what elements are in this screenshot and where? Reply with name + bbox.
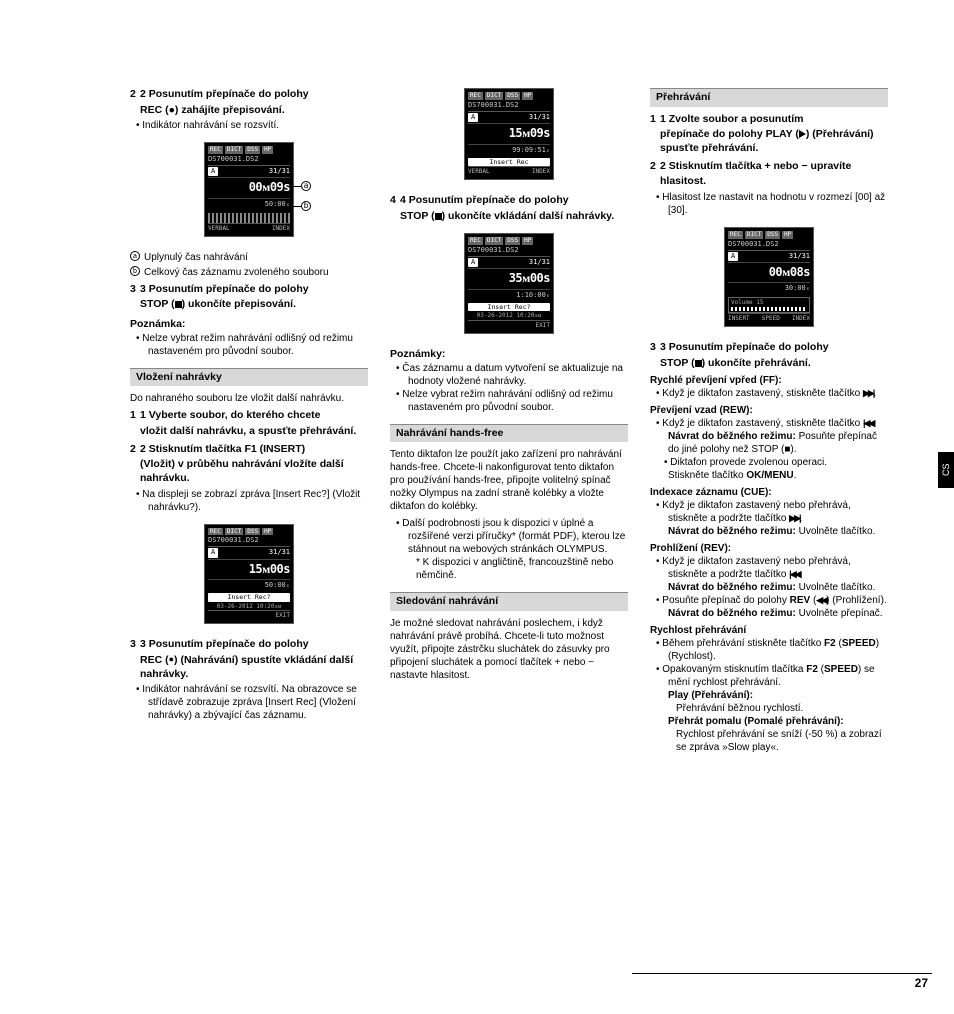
section-handsfree: Nahrávání hands-free <box>390 424 628 443</box>
speed-head: Rychlost přehrávání <box>650 624 888 637</box>
ff-icon: ▶▶| <box>789 513 799 523</box>
lcd-screen-4: RECDICTDSSHP DS700031.DS2 A31/31 35ᴍ00s … <box>464 233 554 334</box>
note-2: Nelze vybrat režim nahrávání odlišný od … <box>408 388 628 414</box>
rew-b1: Když je diktafon zastavený, stiskněte tl… <box>668 417 888 430</box>
c3-step2-sub: Hlasitost lze nastavit na hodnotu v rozm… <box>668 191 888 217</box>
step-3-heading: 33 Posunutím přepínače do polohy <box>130 283 368 297</box>
c3-step2: 22 Stisknutím tlačítka + nebo − upravíte <box>650 160 888 174</box>
speed-b1: Během přehrávání stiskněte tlačítko F2 (… <box>668 637 888 663</box>
rew-icon: |◀◀ <box>789 569 799 579</box>
cue-b1: Když je diktafon zastavený nebo přehrává… <box>668 499 888 525</box>
c3-step2-body: hlasitost. <box>660 175 888 189</box>
page-content: 22 Posunutím přepínače do polohy REC (●)… <box>130 88 890 754</box>
speed-play-body: Přehrávání běžnou rychlostí. <box>676 702 888 715</box>
lcd-screen-5: RECDICTDSSHP DS700031.DS2 A31/31 00ᴍ08s … <box>724 227 814 327</box>
sec2-star: * K dispozici v angličtině, francouzštin… <box>416 556 628 582</box>
note-label: Poznámka: <box>130 318 368 332</box>
lcd-screen-3: RECDICTDSSHP DS700031.DS2 A31/31 15ᴍ09s … <box>464 88 554 180</box>
col2-step4: 44 Posunutím přepínače do polohy <box>390 194 628 208</box>
rev-ret2: Návrat do běžného režimu: Uvolněte přepí… <box>668 607 888 620</box>
rev-head: Prohlížení (REV): <box>650 542 888 555</box>
ff-b1: Když je diktafon zastavený, stiskněte tl… <box>668 387 888 400</box>
sec1-intro: Do nahraného souboru lze vložit další na… <box>130 392 368 405</box>
c3-step3: 33 Posunutím přepínače do polohy <box>650 341 888 355</box>
play-icon <box>799 130 806 138</box>
ff-head: Rychlé převíjení vpřed (FF): <box>650 374 888 387</box>
rev-ret: Návrat do běžného režimu: Uvolněte tlačí… <box>668 581 888 594</box>
rew-ret: Návrat do běžného režimu: Posuňte přepín… <box>668 430 888 456</box>
sec1-step3: 33 Posunutím přepínače do polohy <box>130 638 368 652</box>
step-2-sub: Indikátor nahrávání se rozsvítí. <box>148 119 368 132</box>
rev-b1: Když je diktafon zastavený nebo přehrává… <box>668 555 888 581</box>
stop-icon <box>695 360 702 367</box>
sec1-step3-sub: Indikátor nahrávání se rozsvítí. Na obra… <box>148 683 368 722</box>
sec1-step3-body: REC (●) (Nahrávání) spustíte vkládání da… <box>140 654 368 681</box>
col2-step4-body: STOP () ukončíte vkládání další nahrávky… <box>400 210 628 224</box>
rec-icon: ● <box>169 654 174 664</box>
notes-label: Poznámky: <box>390 348 628 362</box>
section-vlozeni: Vložení nahrávky <box>130 368 368 387</box>
cue-ret: Návrat do běžného režimu: Uvolněte tlačí… <box>668 525 888 538</box>
sec2-b1: Další podrobnosti jsou k dispozici v úpl… <box>408 517 628 556</box>
column-3: Přehrávání 11 Zvolte soubor a posunutím … <box>650 88 888 754</box>
cue-head: Indexace záznamu (CUE): <box>650 486 888 499</box>
rew-icon: |◀◀ <box>863 418 873 428</box>
section-sledovani: Sledování nahrávání <box>390 592 628 611</box>
note-text: Nelze vybrat režim nahrávání odlišný od … <box>148 332 368 358</box>
step-3-line2: STOP () ukončíte přepisování. <box>140 298 368 312</box>
column-1: 22 Posunutím přepínače do polohy REC (●)… <box>130 88 368 754</box>
page-number: 27 <box>915 976 928 992</box>
sec2-p1: Tento diktafon lze použít jako zařízení … <box>390 448 628 513</box>
side-tab: CS <box>938 452 954 488</box>
rew-icon: ◀◀ <box>816 595 826 605</box>
rew-ret2: Stiskněte tlačítko OK/MENU. <box>668 469 888 482</box>
step-2-line1: 2 Posunutím přepínače do polohy <box>140 88 309 100</box>
legend-b: bCelkový čas záznamu zvoleného souboru <box>130 266 368 279</box>
speed-slow-body: Rychlost přehrávání se sníží (-50 %) a z… <box>676 728 888 754</box>
sec1-step2: 22 Stisknutím tlačítka F1 (INSERT) <box>130 443 368 457</box>
sec1-step1-body: vložit další nahrávku, a spusťte přehráv… <box>140 425 368 439</box>
stop-icon <box>175 301 182 308</box>
speed-play: Play (Přehrávání): <box>668 689 888 702</box>
c3-step1: 11 Zvolte soubor a posunutím <box>650 113 888 127</box>
lcd-screen-1: RECDICTDSSHP DS700031.DS2 A31/31 00ᴍ09s … <box>204 142 294 236</box>
speed-slow: Přehrát pomalu (Pomalé přehrávání): <box>668 715 888 728</box>
callout-b: b <box>301 201 311 211</box>
section-prehravani: Přehrávání <box>650 88 888 107</box>
step-2-heading: 22 Posunutím přepínače do polohy <box>130 88 368 102</box>
step-2-line2: REC (●) zahájíte přepisování. <box>140 104 368 118</box>
lcd-screen-2: RECDICTDSSHP DS700031.DS2 A31/31 15ᴍ00s … <box>204 524 294 625</box>
stop-icon <box>435 213 442 220</box>
ff-icon: ▶▶| <box>863 388 873 398</box>
speed-b2: Opakovaným stisknutím tlačítka F2 (SPEED… <box>668 663 888 689</box>
callout-a: a <box>301 181 311 191</box>
sec1-step2-body: (Vložit) v průběhu nahrávání vložíte dal… <box>140 458 368 485</box>
legend-a: aUplynulý čas nahrávání <box>130 251 368 264</box>
c3-step3-body: STOP () ukončíte přehrávání. <box>660 357 888 371</box>
rew-ret-sub: Diktafon provede zvolenou operaci. <box>676 456 888 469</box>
rev-b2: Posuňte přepínač do polohy REV (◀◀) (Pro… <box>668 594 888 607</box>
rew-head: Převíjení vzad (REW): <box>650 404 888 417</box>
sec1-step1: 11 Vyberte soubor, do kterého chcete <box>130 409 368 423</box>
note-1: Čas záznamu a datum vytvoření se aktuali… <box>408 362 628 388</box>
sec1-step2-sub: Na displeji se zobrazí zpráva [Insert Re… <box>148 488 368 514</box>
column-2: RECDICTDSSHP DS700031.DS2 A31/31 15ᴍ09s … <box>390 88 628 754</box>
c3-step1-body: přepínače do polohy PLAY () (Přehrávání)… <box>660 128 888 155</box>
sec3-p1: Je možné sledovat nahrávání poslechem, i… <box>390 617 628 682</box>
footer-rule <box>632 973 932 974</box>
